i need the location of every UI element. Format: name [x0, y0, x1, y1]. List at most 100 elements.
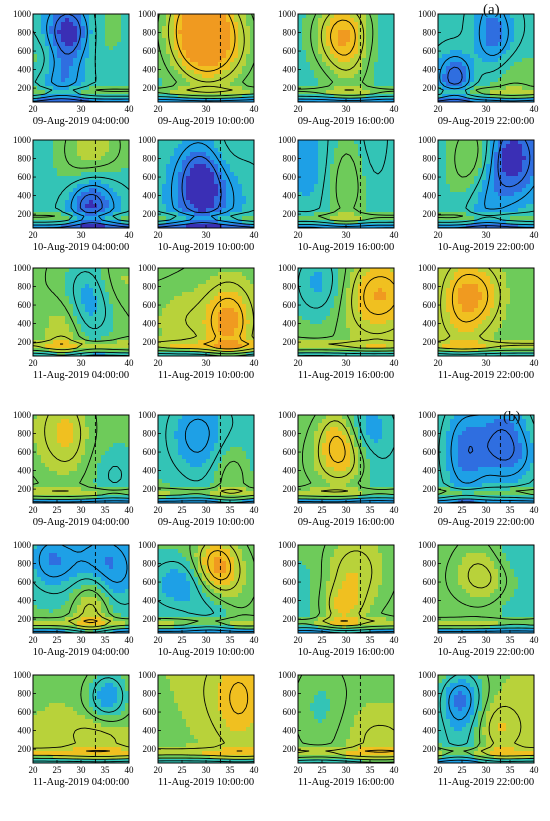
contour-cell [302, 144, 307, 149]
contour-cell [162, 74, 167, 79]
contour-cell [57, 148, 62, 153]
contour-cell [494, 38, 499, 43]
contour-cell [89, 26, 94, 31]
contour-cell [222, 70, 227, 75]
contour-cell [186, 34, 191, 39]
x-tick-label: 40 [250, 104, 260, 114]
contour-cell [314, 148, 319, 153]
contour-cell [242, 90, 247, 95]
contour-cell [522, 58, 527, 63]
contour-cell [334, 38, 339, 43]
contour-cell [314, 184, 319, 189]
contour-cell [234, 164, 239, 169]
contour-cell [386, 14, 391, 19]
contour-cell [194, 160, 199, 165]
contour-cell [354, 82, 359, 87]
contour-cell [202, 208, 207, 213]
contour-cell [442, 14, 447, 19]
contour-cell [69, 66, 74, 71]
contour-cell [382, 54, 387, 59]
contour-cell [53, 176, 58, 181]
contour-cell [166, 196, 171, 201]
contour-cell [81, 38, 86, 43]
contour-line [202, 81, 206, 82]
x-tick-label: 20 [154, 104, 164, 114]
contour-cell [298, 70, 303, 75]
contour-cell [382, 66, 387, 71]
contour-cell [182, 82, 187, 87]
contour-cell [45, 58, 50, 63]
contour-cell [101, 70, 106, 75]
contour-cell [222, 200, 227, 205]
contour-cell [362, 54, 367, 59]
contour-cell [178, 200, 183, 205]
contour-cell [234, 74, 239, 79]
contour-cell [342, 164, 347, 169]
contour-cell [158, 184, 163, 189]
contour-cell [101, 144, 106, 149]
contour-cell [109, 54, 114, 59]
contour-cell [158, 164, 163, 169]
contour-cell [202, 34, 207, 39]
contour-cell [326, 188, 331, 193]
contour-cell [121, 66, 126, 71]
contour-cell [374, 22, 379, 27]
contour-cell [222, 50, 227, 55]
contour-cell [346, 58, 351, 63]
contour-cell [226, 192, 231, 197]
contour-cell [314, 70, 319, 75]
contour-cell [73, 168, 78, 173]
contour-cell [302, 176, 307, 181]
contour-cell [342, 74, 347, 79]
contour-cell [362, 50, 367, 55]
contour-cell [302, 86, 307, 91]
contour-cell [73, 156, 78, 161]
contour-cell [362, 192, 367, 197]
contour-cell [113, 30, 118, 35]
contour-cell [77, 196, 82, 201]
contour-cell [438, 14, 443, 19]
contour-cell [41, 152, 46, 157]
contour-cell [49, 172, 54, 177]
contour-cell [386, 42, 391, 47]
contour-cell [234, 46, 239, 51]
x-tick-label: 30 [342, 104, 352, 114]
contour-cell [438, 54, 443, 59]
contour-cell [49, 34, 54, 39]
contour-cell [69, 70, 74, 75]
contour-cell [190, 192, 195, 197]
contour-cell [105, 90, 110, 95]
y-tick-label: 1000 [13, 9, 32, 19]
contour-cell [170, 156, 175, 161]
contour-cell [514, 78, 519, 83]
contour-cell [198, 74, 203, 79]
contour-cell [158, 22, 163, 27]
contour-cell [170, 30, 175, 35]
contour-cell [366, 180, 371, 185]
contour-cell [89, 70, 94, 75]
contour-cell [322, 78, 327, 83]
contour-cell [109, 18, 114, 23]
contour-line [226, 222, 230, 223]
contour-cell [338, 168, 343, 173]
contour-cell [306, 172, 311, 177]
contour-cell [190, 38, 195, 43]
contour-cell [314, 34, 319, 39]
contour-cell [61, 216, 66, 221]
contour-cell [246, 188, 251, 193]
y-tick-label: 400 [18, 191, 32, 201]
contour-cell [366, 164, 371, 169]
contour-cell [170, 42, 175, 47]
contour-cell [486, 46, 491, 51]
contour-cell [298, 184, 303, 189]
contour-cell [366, 188, 371, 193]
contour-cell [246, 164, 251, 169]
contour-cell [350, 168, 355, 173]
contour-cell [105, 14, 110, 19]
contour-cell [202, 26, 207, 31]
contour-cell [482, 34, 487, 39]
contour-cell [97, 18, 102, 23]
contour-cell [33, 168, 38, 173]
contour-line [371, 46, 372, 50]
contour-cell [182, 38, 187, 43]
